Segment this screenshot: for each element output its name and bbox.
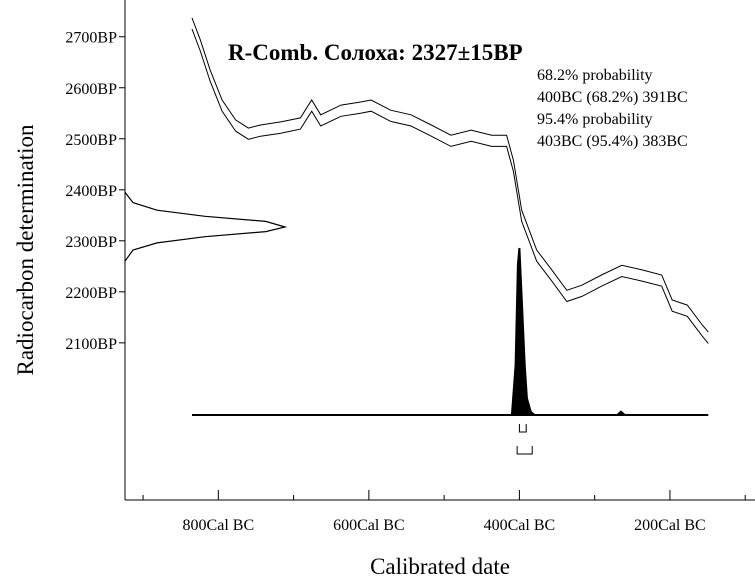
y-tick-label: 2600BP [65, 81, 117, 98]
y-tick-label: 2500BP [65, 132, 117, 149]
x-tick-label: 800Cal BC [183, 517, 255, 534]
y-tick-label: 2100BP [65, 336, 117, 353]
y-tick-label: 2700BP [65, 30, 117, 47]
x-tick-label: 400Cal BC [484, 517, 556, 534]
annotation: 68.2% probability [537, 67, 653, 84]
x-tick-label: 600Cal BC [333, 517, 405, 534]
x-axis-label: Calibrated date [370, 554, 510, 579]
y-tick-label: 2300BP [65, 234, 117, 251]
y-tick-label: 2400BP [65, 183, 117, 200]
x-tick-label: 200Cal BC [634, 517, 706, 534]
annotation: 95.4% probability [537, 111, 653, 128]
y-axis-label: Radiocarbon determination [13, 124, 38, 376]
range-bracket [518, 424, 527, 433]
chart-title: R-Comb. Солоха: 2327±15BP [228, 40, 523, 65]
annotation: 400BC (68.2%) 391BC [537, 89, 688, 106]
annotation: 403BC (95.4%) 383BC [537, 133, 688, 150]
calibration-curve [191, 17, 709, 333]
y-tick-label: 2200BP [65, 285, 117, 302]
posterior-distribution [192, 247, 709, 416]
calibration-curve [191, 28, 709, 344]
likelihood-curve [124, 191, 288, 262]
range-bracket [516, 446, 533, 455]
